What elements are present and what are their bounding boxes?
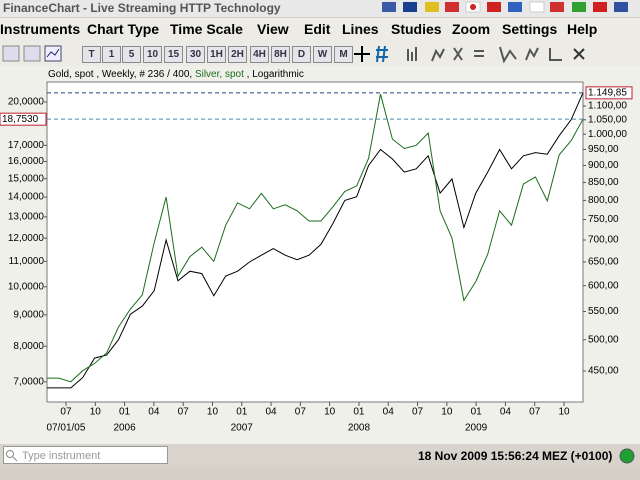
x-tick-label: 04 [265,407,277,418]
chart-subtitle: Gold, spot , Weekly, # 236 / 400, Silver… [48,69,304,80]
y-tick-label: 7,0000 [13,376,44,387]
last-value-label: 18,7530 [2,114,39,125]
x-tick-label: 10 [324,407,336,418]
x-tick-label: 01 [119,407,131,418]
y-tick-label: 15,0000 [8,173,45,184]
menu-bar [0,18,640,42]
x-tick-label: 01 [471,407,483,418]
y2-tick-label: 600,00 [588,280,619,291]
y-tick-label: 14,0000 [8,192,45,203]
y2-tick-label: 1.050,00 [588,114,627,125]
x-tick-label: 01 [236,407,248,418]
flags [382,1,628,13]
x-tick-label: 07 [295,407,307,418]
search-icon [6,450,18,462]
y2-tick-label: 850,00 [588,177,619,188]
x-year-label: 2007 [231,423,254,434]
x-tick-label: 04 [383,407,395,418]
plot-area [46,81,584,403]
toolbar-button[interactable]: T [82,46,101,63]
menu-item[interactable]: Lines [342,21,379,37]
y2-tick-label: 650,00 [588,257,619,268]
x-tick-label: 10 [90,407,102,418]
menu-item[interactable]: Instruments [0,21,81,37]
toolbar-button[interactable]: 1 [102,46,121,63]
x-year-label: 2006 [113,423,136,434]
toolbar-button[interactable]: 10 [143,46,162,63]
menu-item[interactable]: View [257,21,289,37]
toolbar-button[interactable]: 5 [122,46,141,63]
last-value-label: 1.149,85 [588,87,627,98]
menu-item[interactable]: Studies [391,21,442,37]
subtitle-part: Silver, spot [195,69,244,80]
x-tick-label: 04 [500,407,512,418]
x-tick-label: 07 [178,407,190,418]
y-tick-label: 17,0000 [8,140,45,151]
y2-tick-label: 1.000,00 [588,129,627,140]
window-title: FinanceChart - Live Streaming HTTP Techn… [3,1,281,15]
connection-indicator [619,448,635,464]
x-tick-label: 04 [148,407,160,418]
menu-item[interactable]: Help [567,21,598,37]
y2-tick-label: 900,00 [588,160,619,171]
y2-tick-label: 750,00 [588,214,619,225]
toolbar-button[interactable]: 15 [164,46,183,63]
series-line [47,92,584,389]
status-datetime: 18 Nov 2009 15:56:24 [418,449,539,463]
x-tick-label: 10 [441,407,453,418]
series-line [47,93,584,383]
y-tick-label: 20,0000 [8,97,45,108]
x-year-label: 07/01/05 [47,423,86,434]
toolbar-button[interactable]: 4H [250,46,269,63]
menu-item[interactable]: Time Scale [170,21,243,37]
menu-item[interactable]: Edit [304,21,331,37]
status-timezone: MEZ (+0100) [542,449,613,463]
x-tick-label: 07 [60,407,72,418]
toolbar-button[interactable]: 1H [207,46,226,63]
y2-tick-label: 800,00 [588,195,619,206]
toolbar-icons [2,45,62,62]
toolbar-button[interactable]: D [292,46,311,63]
toolbar-button[interactable]: M [334,46,353,63]
toolbar-button[interactable]: 30 [186,46,205,63]
y-tick-label: 9,0000 [13,309,44,320]
x-year-label: 2009 [465,423,488,434]
y2-tick-label: 1.100,00 [588,101,627,112]
y2-tick-label: 500,00 [588,334,619,345]
y-tick-label: 11,0000 [9,256,45,267]
y2-tick-label: 950,00 [588,144,619,155]
x-tick-label: 07 [412,407,424,418]
subtitle-part: , Logarithmic [244,69,304,80]
last-value-box [585,86,633,100]
tool-icons [354,45,585,64]
x-tick-label: 07 [529,407,541,418]
x-tick-label: 10 [207,407,219,418]
y-tick-label: 12,0000 [8,233,45,244]
menu-item[interactable]: Settings [502,21,558,37]
menu-item[interactable]: Zoom [452,21,491,37]
subtitle-part: Gold, spot , Weekly, # 236 / 400, [48,69,195,80]
y2-tick-label: 450,00 [588,366,619,377]
toolbar-button[interactable]: 2H [228,46,247,63]
y-tick-label: 10,0000 [8,281,45,292]
y2-tick-label: 550,00 [588,306,619,317]
chart: Gold, spot , Weekly, # 236 / 400, Silver… [0,69,633,434]
y-tick-label: 8,0000 [13,341,44,352]
y-tick-label: 16,0000 [8,156,45,167]
instrument-input[interactable]: Type instrument [3,446,168,464]
menu-item[interactable]: Chart Type [87,21,160,37]
x-tick-label: 10 [558,407,570,418]
toolbar-button[interactable]: W [313,46,332,63]
x-year-label: 2008 [348,423,371,434]
last-value-box [0,112,47,126]
y2-tick-label: 700,00 [588,235,619,246]
y-tick-label: 13,0000 [8,211,45,222]
x-tick-label: 01 [353,407,365,418]
toolbar-button[interactable]: 8H [271,46,290,63]
